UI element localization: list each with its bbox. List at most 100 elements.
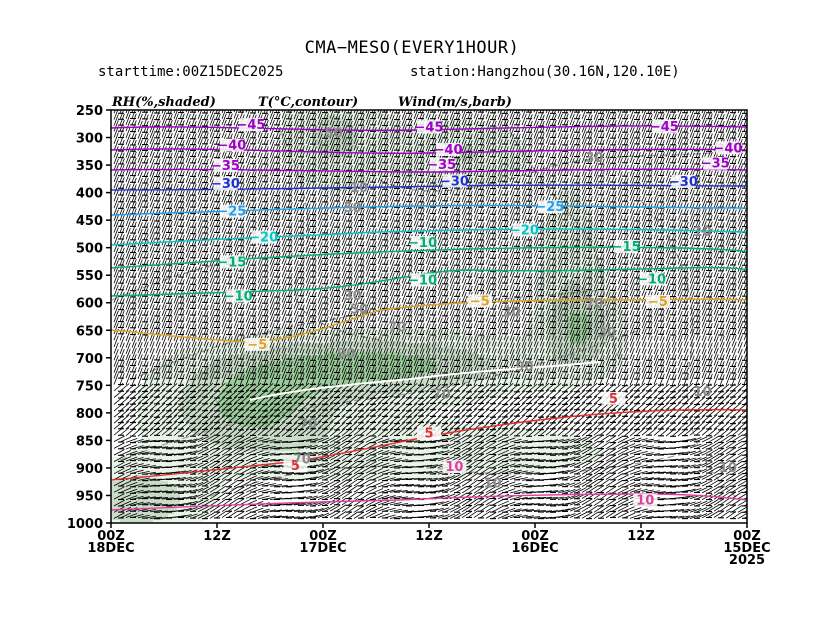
rh-cell [261, 361, 265, 365]
rh-cell [201, 367, 205, 371]
rh-cell [255, 352, 259, 357]
rh-cell [270, 397, 274, 401]
rh-cell [198, 481, 202, 485]
rh-cell [300, 121, 304, 126]
rh-cell [249, 352, 253, 357]
rh-cell [174, 391, 178, 395]
rh-cell [288, 454, 292, 458]
rh-cell [291, 358, 295, 362]
rh-cell [219, 376, 223, 380]
rh-cell [210, 490, 214, 494]
rh-cell [303, 121, 307, 126]
rh-cell [240, 391, 244, 395]
rh-cell [114, 472, 118, 476]
rh-cell [186, 424, 190, 428]
rh-cell [303, 124, 307, 129]
rh-cell [282, 385, 286, 389]
rh-cell [309, 439, 313, 443]
rh-cell [306, 370, 310, 374]
rh-cell [234, 418, 238, 422]
rh-cell [237, 361, 241, 365]
rh-cell [165, 454, 169, 458]
rh-cell [240, 343, 244, 348]
rh-cell [249, 370, 253, 374]
rh-cell [174, 373, 178, 377]
rh-cell [246, 364, 250, 368]
rh-cell [183, 367, 187, 371]
rh-cell [129, 481, 133, 485]
rh-cell [234, 349, 238, 354]
rh-cell [216, 436, 220, 440]
rh-cell [192, 457, 196, 461]
rh-cell [255, 475, 259, 479]
rh-cell [303, 148, 307, 153]
rh-cell [252, 454, 256, 458]
rh-cell [291, 331, 295, 336]
rh-cell [255, 460, 259, 464]
rh-cell [171, 373, 175, 377]
rh-cell [297, 370, 301, 374]
rh-cell [243, 460, 247, 464]
rh-cell [312, 445, 316, 449]
rh-cell [243, 451, 247, 455]
rh-cell [216, 397, 220, 401]
rh-cell [156, 493, 160, 497]
rh-cell [303, 337, 307, 342]
rh-cell [276, 469, 280, 473]
rh-cell [219, 382, 223, 386]
rh-cell [111, 460, 115, 464]
rh-cell [234, 439, 238, 443]
rh-cell [300, 110, 304, 114]
rh-cell [180, 481, 184, 485]
rh-cell [138, 508, 142, 512]
rh-cell [312, 178, 316, 183]
rh-cell [306, 166, 310, 171]
rh-cell [207, 421, 211, 425]
rh-cell [213, 436, 217, 440]
rh-cell [309, 418, 313, 422]
rh-cell [264, 424, 268, 428]
rh-cell [222, 400, 226, 404]
rh-cell [255, 409, 259, 413]
rh-cell [276, 412, 280, 416]
rh-cell [183, 454, 187, 458]
rh-cell [159, 442, 163, 446]
rh-cell [231, 376, 235, 380]
rh-cell [207, 412, 211, 416]
rh-cell [288, 397, 292, 401]
rh-cell [198, 442, 202, 446]
rh-cell [273, 373, 277, 377]
rh-cell [276, 463, 280, 467]
rh-cell [258, 445, 262, 449]
rh-cell [279, 352, 283, 357]
rh-cell [144, 517, 148, 521]
rh-cell [174, 451, 178, 455]
rh-cell [177, 358, 181, 362]
rh-cell [162, 478, 166, 482]
rh-cell [171, 460, 175, 464]
rh-cell [309, 136, 313, 141]
rh-cell [150, 481, 154, 485]
rh-cell [138, 496, 142, 500]
rh-cell [150, 391, 154, 395]
rh-cell [264, 355, 268, 359]
rh-cell [258, 370, 262, 374]
rh-cell [168, 412, 172, 416]
rh-cell [270, 346, 274, 351]
rh-cell [261, 334, 265, 339]
rh-cell [159, 511, 163, 515]
rh-cell [279, 421, 283, 425]
rh-cell [168, 454, 172, 458]
rh-cell [195, 394, 199, 398]
rh-cell [222, 367, 226, 371]
rh-cell [267, 331, 271, 336]
rh-cell [288, 448, 292, 452]
rh-cell [237, 412, 241, 416]
rh-cell [300, 178, 304, 183]
rh-cell [258, 349, 262, 354]
rh-cell [120, 475, 124, 479]
rh-cell [111, 472, 115, 476]
rh-cell [303, 352, 307, 357]
rh-cell [276, 361, 280, 365]
rh-cell [159, 367, 163, 371]
